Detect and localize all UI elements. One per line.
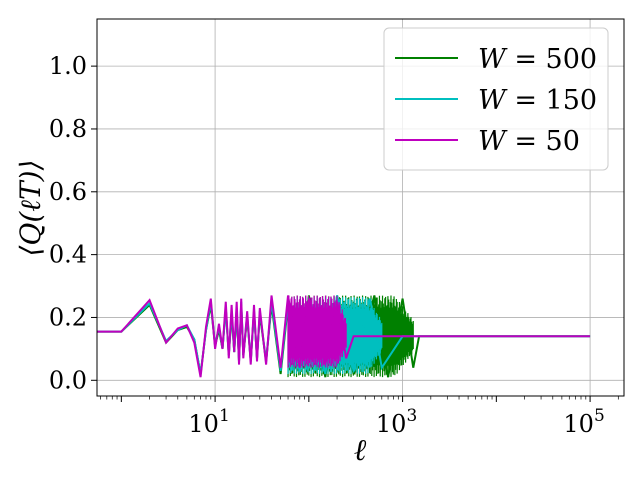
legend-label: W = 500 xyxy=(478,44,597,75)
series-layer xyxy=(97,295,591,378)
series-line xyxy=(97,295,591,378)
y-tick-label: 1.0 xyxy=(49,52,87,80)
legend-label: W = 50 xyxy=(478,126,580,157)
ticks xyxy=(91,65,619,402)
y-tick-label: 0.8 xyxy=(49,115,87,143)
series-3 xyxy=(97,295,591,378)
plot-frame xyxy=(96,18,625,397)
legend-box xyxy=(383,27,609,171)
y-axis-label: ⟨Q(ℓT)⟩ xyxy=(14,160,47,257)
y-tick-label: 0.6 xyxy=(49,178,87,206)
y-tick-label: 0.2 xyxy=(49,303,87,331)
x-axis-label: ℓ xyxy=(354,433,367,468)
y-tick-label: 0.0 xyxy=(49,366,87,394)
y-tick-label: 0.4 xyxy=(49,241,87,269)
legend-label: W = 150 xyxy=(478,85,597,116)
legend: W = 500 W = 150 W = 50 xyxy=(383,27,609,171)
